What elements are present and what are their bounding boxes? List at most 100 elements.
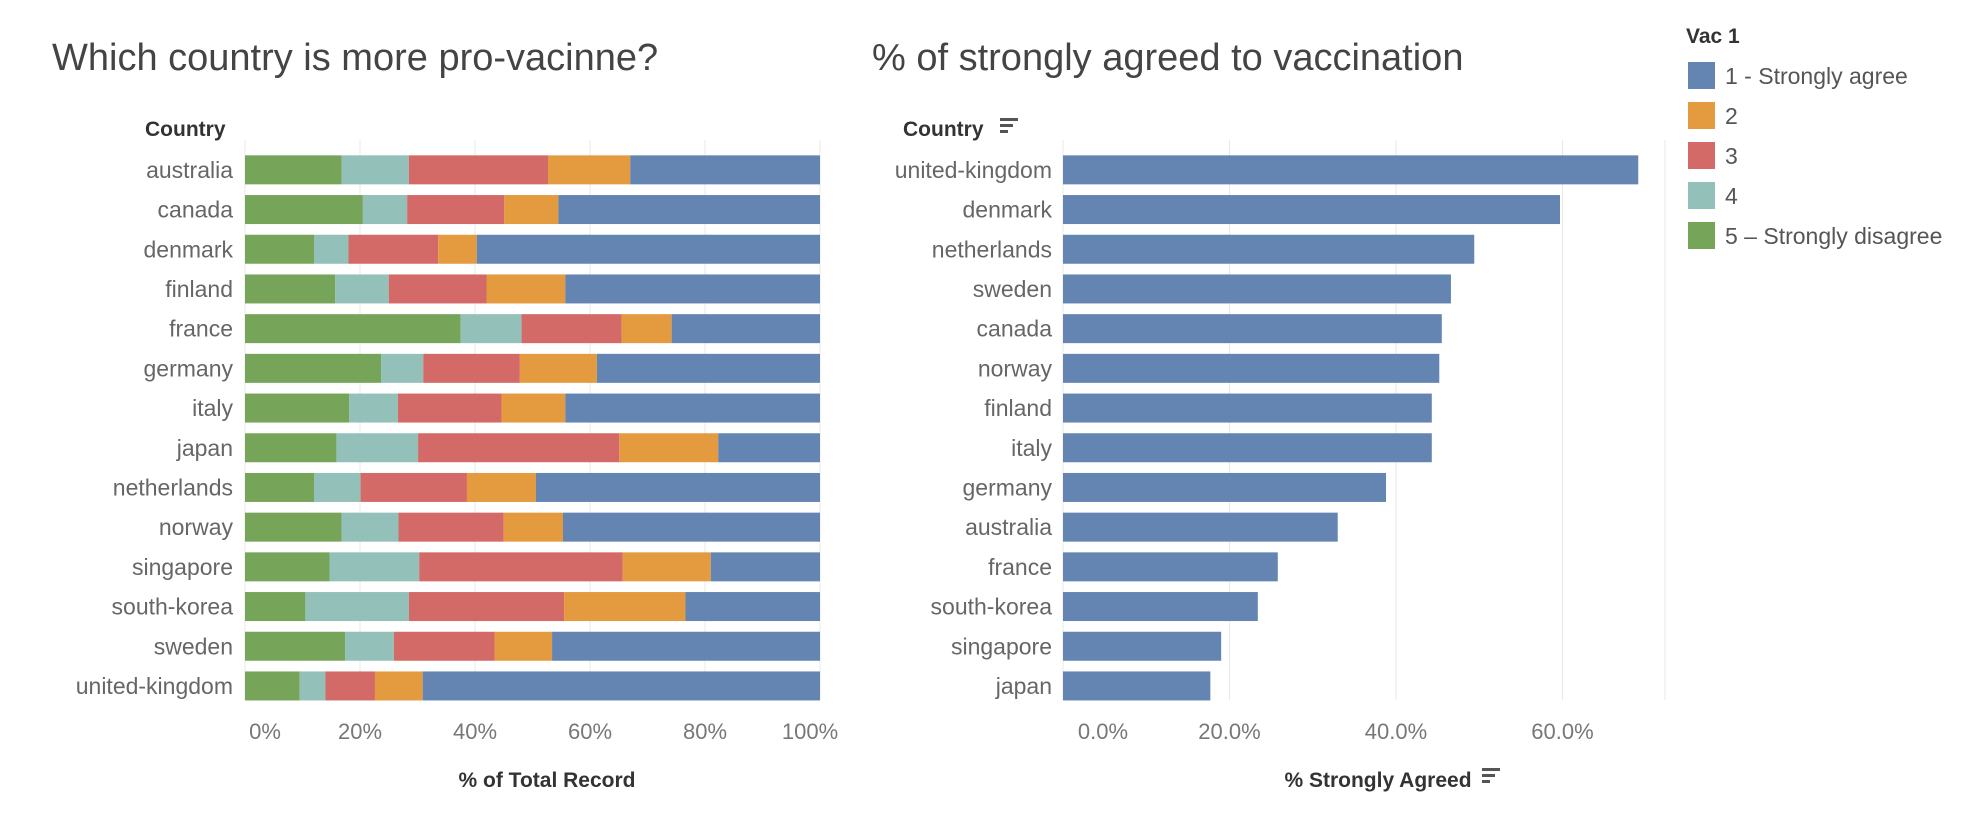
bar-segment[interactable] xyxy=(245,671,300,701)
bar-segment[interactable] xyxy=(535,472,820,502)
bar-segment[interactable] xyxy=(718,433,820,463)
bar-segment[interactable] xyxy=(622,552,711,582)
stacked-x-axis-title[interactable]: % of Total Record xyxy=(459,769,636,792)
bar[interactable] xyxy=(1063,671,1211,701)
bar-segment[interactable] xyxy=(374,671,423,701)
stacked-row-header[interactable]: Country xyxy=(145,118,226,141)
bar-segment[interactable] xyxy=(314,472,361,502)
bar-segment[interactable] xyxy=(335,274,389,304)
bar-segment[interactable] xyxy=(245,512,342,542)
bar-segment[interactable] xyxy=(619,433,719,463)
legend-item[interactable]: 5 – Strongly disagree xyxy=(1688,222,1942,249)
legend-item[interactable]: 4 xyxy=(1688,182,1738,209)
bar-segment[interactable] xyxy=(299,671,326,701)
bar-segment[interactable] xyxy=(325,671,375,701)
bar-segment[interactable] xyxy=(710,552,820,582)
bar-segment[interactable] xyxy=(245,155,342,185)
bar[interactable] xyxy=(1063,592,1258,622)
bar-segment[interactable] xyxy=(245,353,382,383)
bar-segment[interactable] xyxy=(630,155,820,185)
bar-segment[interactable] xyxy=(245,433,337,463)
bar[interactable] xyxy=(1063,155,1639,185)
bar-segment[interactable] xyxy=(341,512,399,542)
bar-segment[interactable] xyxy=(245,393,350,423)
bar-segment[interactable] xyxy=(245,195,363,225)
bar-segment[interactable] xyxy=(548,155,631,185)
bar-segment[interactable] xyxy=(407,195,505,225)
category-label[interactable]: united-kingdom xyxy=(76,673,233,699)
category-label[interactable]: canada xyxy=(158,197,234,223)
bar-segment[interactable] xyxy=(336,433,419,463)
ranked-x-axis-title[interactable]: % Strongly Agreed xyxy=(1284,769,1471,792)
bar-segment[interactable] xyxy=(245,592,306,622)
bar-segment[interactable] xyxy=(245,274,336,304)
bar-segment[interactable] xyxy=(245,631,346,661)
bar-segment[interactable] xyxy=(562,512,820,542)
category-label[interactable]: germany xyxy=(144,355,234,381)
category-label[interactable]: sweden xyxy=(154,633,233,659)
bar[interactable] xyxy=(1063,274,1451,304)
category-label[interactable]: netherlands xyxy=(113,474,233,500)
sort-descending-icon[interactable] xyxy=(1000,118,1018,133)
bar-segment[interactable] xyxy=(504,195,559,225)
bar-segment[interactable] xyxy=(345,631,394,661)
category-label[interactable]: norway xyxy=(978,355,1053,381)
category-label[interactable]: south-korea xyxy=(112,594,234,620)
category-label[interactable]: japan xyxy=(176,435,233,461)
category-label[interactable]: sweden xyxy=(973,276,1052,302)
bar-segment[interactable] xyxy=(423,353,520,383)
bar-segment[interactable] xyxy=(621,314,672,344)
category-label[interactable]: france xyxy=(988,554,1052,580)
category-label[interactable]: canada xyxy=(977,316,1053,342)
bar[interactable] xyxy=(1063,195,1561,225)
bar-segment[interactable] xyxy=(501,393,566,423)
bar-segment[interactable] xyxy=(460,314,522,344)
bar[interactable] xyxy=(1063,314,1442,344)
bar-segment[interactable] xyxy=(362,195,408,225)
bar-segment[interactable] xyxy=(476,234,820,264)
bar-segment[interactable] xyxy=(408,155,549,185)
bar-segment[interactable] xyxy=(519,353,597,383)
bar-segment[interactable] xyxy=(552,631,820,661)
bar-segment[interactable] xyxy=(565,274,820,304)
category-label[interactable]: south-korea xyxy=(931,594,1053,620)
bar[interactable] xyxy=(1063,472,1387,502)
sort-descending-icon[interactable] xyxy=(1482,768,1500,783)
category-label[interactable]: singapore xyxy=(132,554,233,580)
bar-segment[interactable] xyxy=(393,631,495,661)
category-label[interactable]: australia xyxy=(146,157,233,183)
bar-segment[interactable] xyxy=(329,552,420,582)
bar[interactable] xyxy=(1063,433,1432,463)
category-label[interactable]: denmark xyxy=(963,197,1053,223)
bar-segment[interactable] xyxy=(349,393,398,423)
legend-item[interactable]: 1 - Strongly agree xyxy=(1688,62,1908,89)
bar-segment[interactable] xyxy=(305,592,409,622)
bar-segment[interactable] xyxy=(398,512,504,542)
bar[interactable] xyxy=(1063,631,1222,661)
bar-segment[interactable] xyxy=(521,314,622,344)
category-label[interactable]: norway xyxy=(159,514,234,540)
category-label[interactable]: netherlands xyxy=(932,236,1052,262)
bar-segment[interactable] xyxy=(671,314,820,344)
category-label[interactable]: united-kingdom xyxy=(895,157,1052,183)
category-label[interactable]: finland xyxy=(165,276,233,302)
bar[interactable] xyxy=(1063,393,1432,423)
ranked-row-header[interactable]: Country xyxy=(903,118,984,141)
bar-segment[interactable] xyxy=(486,274,566,304)
bar[interactable] xyxy=(1063,234,1475,264)
bar-segment[interactable] xyxy=(419,552,623,582)
bar-segment[interactable] xyxy=(438,234,477,264)
legend-item[interactable]: 2 xyxy=(1688,102,1738,129)
bar-segment[interactable] xyxy=(596,353,820,383)
category-label[interactable]: singapore xyxy=(951,633,1052,659)
legend-item[interactable]: 3 xyxy=(1688,142,1738,169)
category-label[interactable]: finland xyxy=(984,395,1052,421)
bar-segment[interactable] xyxy=(348,234,439,264)
bar-segment[interactable] xyxy=(466,472,536,502)
bar-segment[interactable] xyxy=(245,314,461,344)
category-label[interactable]: japan xyxy=(995,673,1052,699)
category-label[interactable]: germany xyxy=(963,474,1053,500)
category-label[interactable]: italy xyxy=(192,395,233,421)
bar-segment[interactable] xyxy=(245,234,314,264)
bar-segment[interactable] xyxy=(494,631,553,661)
